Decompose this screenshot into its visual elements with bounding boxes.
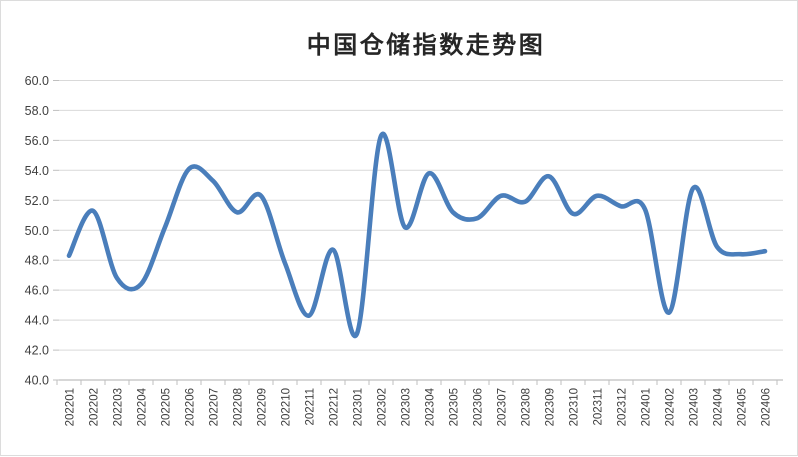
x-tick-label: 202210	[281, 388, 293, 426]
x-axis-labels: 202201 202202 202203 202204 202205 202206 2022…	[65, 387, 773, 426]
x-tick-label: 202203	[113, 388, 125, 426]
x-tick-label: 202307	[497, 388, 509, 426]
y-tick-label: 40.0	[25, 374, 49, 388]
x-tick-label: 202211	[305, 388, 317, 426]
y-gridlines	[59, 80, 783, 351]
x-tick-label: 202306	[473, 388, 485, 426]
x-tick-label: 202301	[353, 388, 365, 426]
plot-area: 40.0 42.0 44.0 46.0 48.0 50.0 52.0 54.0 56.0 58.0…	[25, 74, 783, 426]
y-tick-label: 48.0	[25, 254, 49, 268]
x-tick-label: 202304	[425, 387, 437, 426]
x-tick-label: 202209	[257, 388, 269, 426]
x-tick-label: 202201	[65, 388, 77, 426]
x-tick-label: 202311	[593, 388, 605, 426]
x-tick-label: 202208	[233, 388, 245, 426]
x-tick-label: 202305	[449, 388, 461, 426]
x-tick-label: 202312	[617, 388, 629, 426]
x-tick-label: 202405	[737, 388, 749, 426]
tick-marks	[53, 80, 778, 385]
y-tick-label: 42.0	[25, 344, 49, 358]
x-tick-label: 202403	[689, 388, 701, 426]
y-tick-label: 56.0	[25, 134, 49, 148]
x-tick-label: 202206	[185, 388, 197, 426]
chart-line	[66, 131, 768, 339]
y-tick-label: 58.0	[25, 104, 49, 118]
x-tick-label: 202303	[401, 388, 413, 426]
y-tick-label: 54.0	[25, 164, 49, 178]
x-tick-label: 202310	[569, 388, 581, 426]
x-tick-label: 202204	[137, 387, 149, 426]
y-tick-label: 46.0	[25, 284, 49, 298]
y-tick-label: 44.0	[25, 314, 49, 328]
x-tick-label: 202212	[329, 388, 341, 426]
data-series	[66, 131, 768, 339]
x-tick-label: 202401	[641, 388, 653, 426]
x-tick-label: 202404	[713, 387, 725, 426]
y-tick-label: 60.0	[25, 74, 49, 88]
y-tick-label: 52.0	[25, 194, 49, 208]
x-tick-label: 202406	[761, 388, 773, 426]
y-axis-labels: 40.0 42.0 44.0 46.0 48.0 50.0 52.0 54.0 56.0 58.0…	[25, 74, 49, 388]
x-tick-label: 202302	[377, 388, 389, 426]
chart-title: 中国仓储指数走势图	[307, 31, 546, 59]
x-tick-label: 202402	[665, 388, 677, 426]
x-tick-label: 202309	[545, 388, 557, 426]
x-tick-label: 202308	[521, 388, 533, 426]
x-tick-label: 202207	[209, 388, 221, 426]
x-tick-label: 202205	[161, 388, 173, 426]
x-tick-label: 202202	[89, 388, 101, 426]
y-tick-label: 50.0	[25, 224, 49, 238]
